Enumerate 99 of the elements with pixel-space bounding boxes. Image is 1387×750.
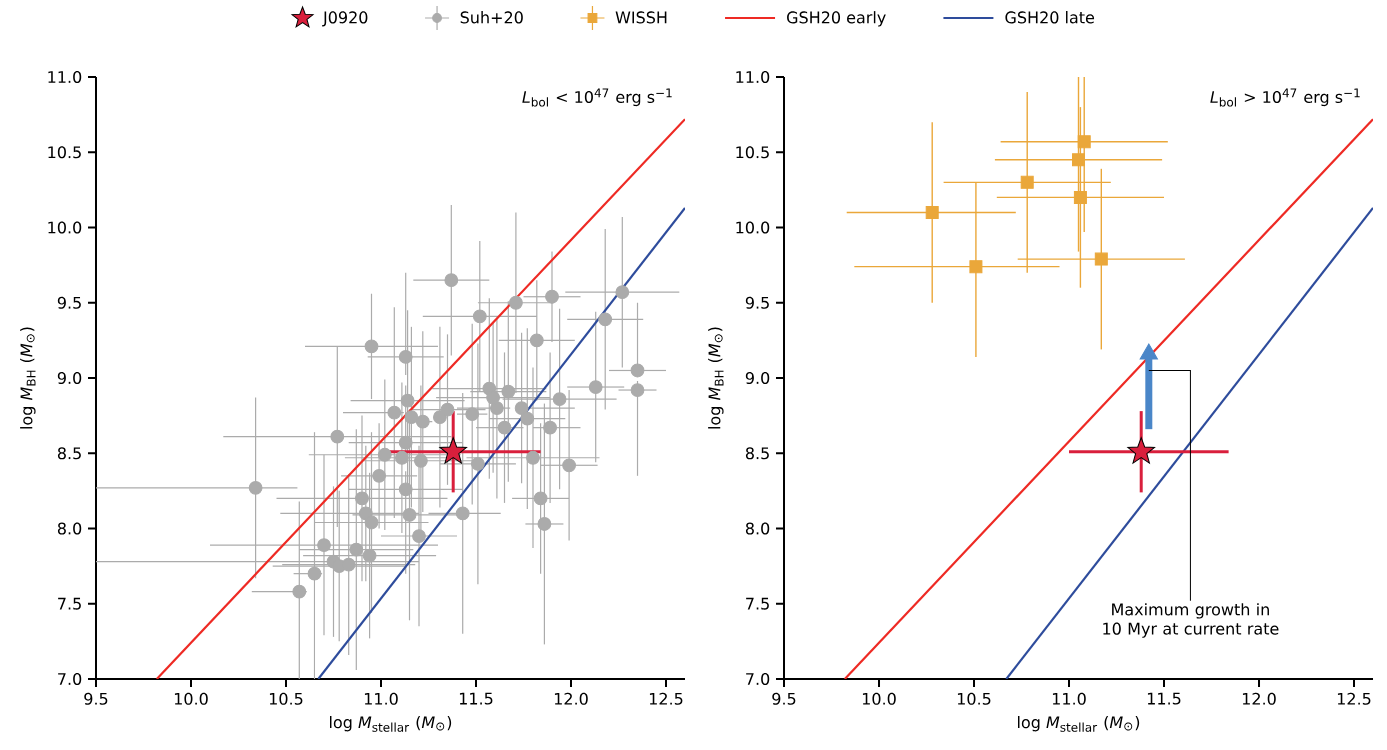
x-tick-label: 11.5 [459,692,493,705]
point [552,392,567,406]
y-tick-label: 7.0 [58,672,82,686]
y-tick-label: 10.5 [48,146,81,159]
point [1073,190,1087,204]
x-axis-title: log M$_{stellar}$ (M$_{⊙}$) [330,715,452,732]
x-tick-label: 12.0 [1242,692,1276,705]
y-tick-label: 11.0 [48,70,82,84]
x-tick-label: 10.0 [174,692,208,705]
y-tick-label: 10.5 [736,146,769,159]
point [248,480,263,495]
point [440,402,455,417]
x-tick-label: 12.0 [554,692,588,705]
x-tick-label: 11.0 [364,692,398,705]
point [377,447,392,462]
y-tick-label: 9.0 [57,371,82,385]
point [355,491,369,506]
y-tick-label: 8.0 [57,522,82,535]
point [598,312,613,327]
point [364,515,379,530]
point [1127,437,1156,464]
point [1094,252,1108,266]
legend-label: WISSH [615,11,667,24]
point [630,363,645,378]
y-tick-label: 8.5 [745,447,769,460]
y-tick-label: 9.5 [745,296,769,309]
point [372,468,386,483]
point [412,529,426,543]
legend-label: J0920 [322,11,368,27]
point [925,205,939,219]
y-tick-label: 9.5 [57,296,81,309]
x-tick-label: 10.5 [269,692,303,705]
annotation: L$_{bol}$ < 10$^{47}$ erg s$^{−1}$ [522,88,672,107]
x-axis-title: log M$_{stellar}$ (M$_{⊙}$) [1018,715,1140,732]
point [1020,175,1034,189]
point [533,491,548,506]
point [588,380,603,394]
legend-label: GSH20 late [1005,11,1095,24]
point [537,517,552,531]
point [969,260,983,274]
point [395,450,409,465]
x-tick-label: 11.0 [1052,692,1086,705]
annotation: Maximum growth in 10 Myr at current rate [1103,603,1279,638]
point [362,548,377,563]
point [341,557,356,572]
x-tick-label: 12.5 [1337,692,1371,705]
y-axis-title: log M$_{BH}$ (M$_{⊙}$) [708,327,724,429]
y-axis-title: log M$_{BH}$ (M$_{⊙}$) [20,327,36,429]
point [398,482,413,497]
point [349,542,364,557]
point [471,456,485,471]
point [317,538,331,552]
x-tick-label: 10.0 [862,692,896,705]
point [486,390,500,405]
x-tick-label: 9.5 [84,692,108,705]
point [400,393,415,408]
y-tick-label: 8.0 [745,522,770,535]
point [364,339,379,354]
point [472,309,487,324]
point [398,435,413,450]
x-tick-label: 10.5 [957,692,991,705]
point [514,401,529,415]
y-tick-label: 7.0 [746,672,770,686]
point [501,384,516,399]
y-tick-label: 7.5 [746,597,769,610]
x-tick-label: 9.5 [772,692,796,705]
y-tick-label: 8.5 [57,447,81,460]
point [465,407,480,422]
point [404,410,419,425]
y-tick-label: 10.0 [48,221,82,234]
point [497,420,512,435]
point [543,420,557,435]
legend-label: Suh+20 [460,11,523,24]
y-tick-label: 11.0 [736,70,770,84]
point [1072,153,1086,167]
point [520,411,535,426]
point [398,350,413,364]
legend-label: GSH20 early [787,11,886,27]
point [330,429,345,444]
y-tick-label: 7.5 [58,597,81,610]
y-tick-label: 9.0 [745,371,770,385]
x-tick-label: 12.5 [649,692,683,705]
point [509,295,523,310]
annotation: L$_{bol}$ > 10$^{47}$ erg s$^{−1}$ [1210,88,1360,107]
x-tick-label: 11.5 [1147,692,1181,705]
point [615,285,630,300]
point [444,273,459,288]
point [433,410,447,425]
y-tick-label: 10.0 [736,221,770,234]
point [1077,135,1091,149]
point [545,289,559,304]
point [562,458,576,473]
point [526,450,540,465]
point [402,508,417,522]
point [529,333,544,348]
point [490,401,504,415]
point [439,437,468,464]
point [455,506,470,521]
point [414,453,428,468]
